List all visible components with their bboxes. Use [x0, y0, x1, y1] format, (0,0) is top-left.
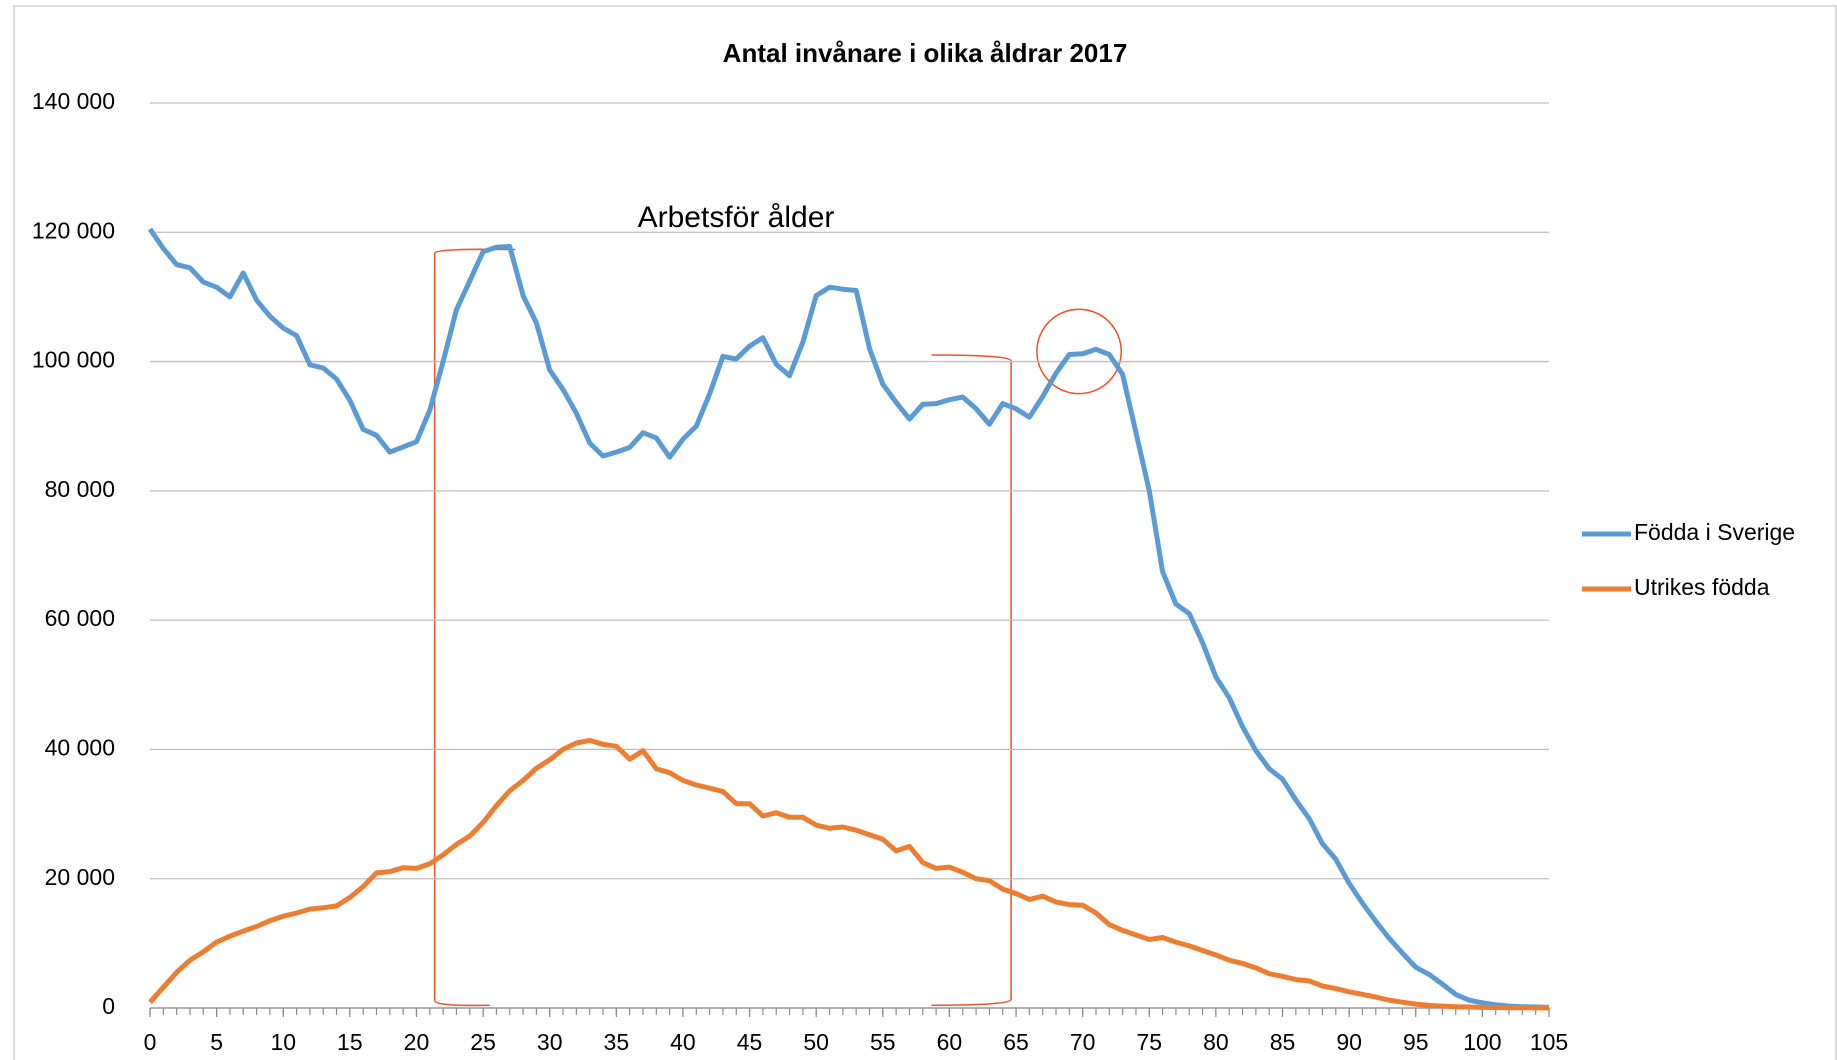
x-tick-label: 30: [537, 1029, 563, 1055]
x-tick-label: 20: [404, 1029, 430, 1055]
x-tick-label: 80: [1203, 1029, 1229, 1055]
annotation-shapes: [433, 248, 1122, 1007]
y-tick-label: 120 000: [32, 217, 115, 243]
chart-title: Antal invånare i olika åldrar 2017: [723, 38, 1128, 68]
x-tick-label: 85: [1270, 1029, 1296, 1055]
x-tick-label: 50: [803, 1029, 829, 1055]
x-tick-label: 35: [604, 1029, 630, 1055]
bracket-left: [433, 248, 516, 1007]
x-tick-label: 65: [1003, 1029, 1029, 1055]
y-tick-label: 60 000: [45, 605, 115, 631]
bracket-right: [931, 354, 1012, 1006]
x-tick-label: 55: [870, 1029, 896, 1055]
x-tick-label: 5: [210, 1029, 223, 1055]
x-tick-label: 15: [337, 1029, 363, 1055]
series-line: [147, 227, 1550, 1010]
x-tick-label: 0: [144, 1029, 157, 1055]
series-line: [148, 737, 1549, 1011]
x-tick-label: 105: [1530, 1029, 1568, 1055]
annotation: Arbetsför ålder: [638, 201, 835, 234]
y-tick-label: 0: [102, 993, 115, 1019]
x-tick-label: 90: [1336, 1029, 1362, 1055]
x-tick-label: 25: [470, 1029, 496, 1055]
x-tick-label: 100: [1463, 1029, 1501, 1055]
x-tick-label: 10: [270, 1029, 296, 1055]
x-tick-label: 40: [670, 1029, 696, 1055]
highlight-circle: [1036, 308, 1122, 395]
x-tick-label: 70: [1070, 1029, 1096, 1055]
legend-label: Födda i Sverige: [1634, 519, 1795, 545]
y-tick-label: 20 000: [45, 864, 115, 890]
y-tick-label: 40 000: [45, 735, 115, 761]
y-tick-label: 140 000: [32, 88, 115, 114]
x-tick-label: 45: [737, 1029, 763, 1055]
x-tick-label: 60: [937, 1029, 963, 1055]
x-tick-label: 95: [1403, 1029, 1429, 1055]
y-tick-label: 80 000: [45, 476, 115, 502]
x-tick-label: 75: [1136, 1029, 1162, 1055]
chart-frame: [13, 5, 1837, 1060]
y-tick-label: 100 000: [32, 347, 115, 373]
legend-label: Utrikes födda: [1634, 574, 1770, 600]
